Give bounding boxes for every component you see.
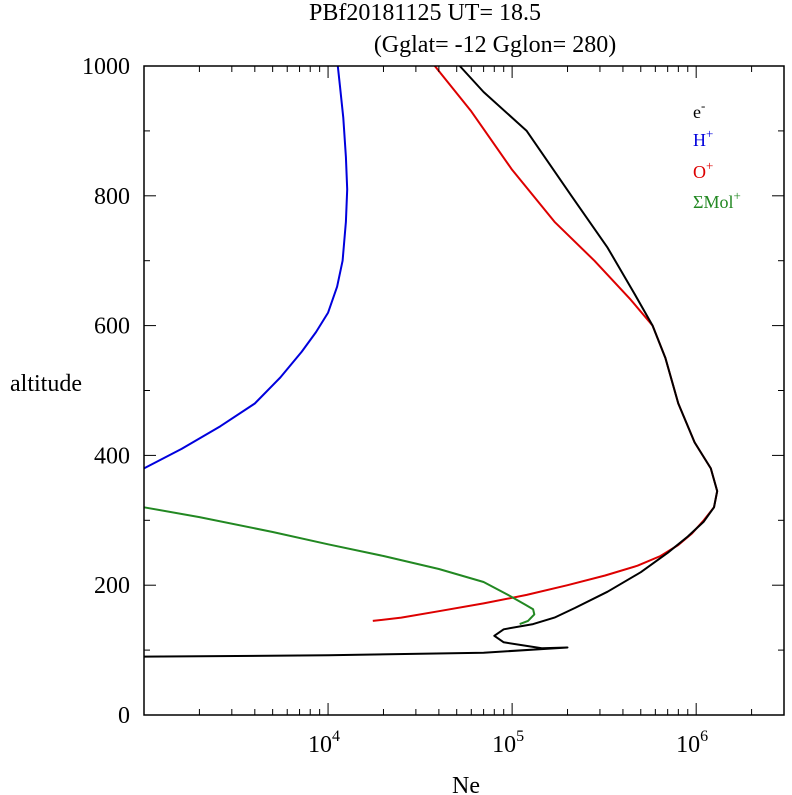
series-line-e xyxy=(143,65,719,658)
y-tick-label: 400 xyxy=(94,443,130,469)
y-tick-label: 600 xyxy=(94,314,130,340)
series-line-o xyxy=(372,65,719,622)
x-tick-label: 104 xyxy=(308,728,340,758)
y-tick-label: 0 xyxy=(118,703,130,729)
y-axis-label: altitude xyxy=(10,371,82,397)
chart-subtitle: (Gglat= -12 Gglon= 280) xyxy=(374,32,616,58)
legend-entry-e: e- xyxy=(693,98,705,122)
legend-entry-h: H+ xyxy=(693,126,713,150)
y-tick-label: 1000 xyxy=(82,54,130,80)
series-line-mol xyxy=(143,506,536,626)
plot-area xyxy=(143,65,719,658)
x-axis-label: Ne xyxy=(452,773,480,795)
chart-title: PBf20181125 UT= 18.5 xyxy=(309,0,541,26)
y-tick-label: 800 xyxy=(94,184,130,210)
plot-frame xyxy=(143,65,785,716)
x-tick-label: 106 xyxy=(676,728,708,758)
x-tick-label: 105 xyxy=(492,728,524,758)
legend: e- H+ O+ ΣMol+ xyxy=(693,98,741,212)
legend-entry-o: O+ xyxy=(693,158,713,182)
legend-entry-mol: ΣMol+ xyxy=(693,188,741,212)
series-line-h xyxy=(143,65,349,470)
y-tick-label: 200 xyxy=(94,573,130,599)
